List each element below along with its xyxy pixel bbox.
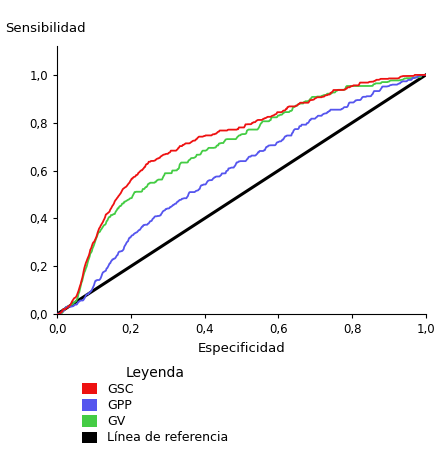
Text: Sensibilidad: Sensibilidad <box>5 22 86 35</box>
X-axis label: Especificidad: Especificidad <box>197 342 285 355</box>
Legend: GSC, GPP, GV, Línea de referencia: GSC, GPP, GV, Línea de referencia <box>81 366 227 444</box>
